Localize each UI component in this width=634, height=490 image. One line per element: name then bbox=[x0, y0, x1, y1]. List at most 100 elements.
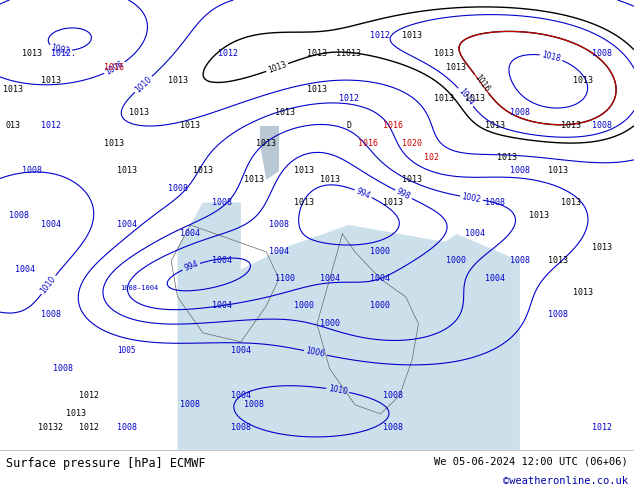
Text: 1008: 1008 bbox=[22, 167, 42, 175]
Text: 1013: 1013 bbox=[592, 243, 612, 252]
Text: 1008: 1008 bbox=[548, 310, 568, 319]
Text: 1013: 1013 bbox=[307, 85, 327, 95]
Text: 1013: 1013 bbox=[41, 76, 61, 85]
Text: 1012: 1012 bbox=[79, 423, 99, 432]
Text: 1008: 1008 bbox=[180, 400, 200, 409]
Text: 1008: 1008 bbox=[167, 184, 188, 194]
Text: 1008: 1008 bbox=[41, 310, 61, 319]
Text: 1013: 1013 bbox=[434, 95, 454, 103]
Text: 1000: 1000 bbox=[370, 247, 391, 256]
Text: 1013: 1013 bbox=[560, 122, 581, 130]
Text: Surface pressure [hPa] ECMWF: Surface pressure [hPa] ECMWF bbox=[6, 457, 206, 470]
Text: 1013: 1013 bbox=[573, 76, 593, 85]
Text: 1000: 1000 bbox=[294, 301, 314, 310]
Text: 1004: 1004 bbox=[269, 247, 289, 256]
Text: 1012: 1012 bbox=[370, 31, 391, 41]
Text: We 05-06-2024 12:00 UTC (06+06): We 05-06-2024 12:00 UTC (06+06) bbox=[434, 456, 628, 466]
Text: 1013: 1013 bbox=[129, 108, 150, 117]
Text: 1013: 1013 bbox=[484, 122, 505, 130]
Text: 1013: 1013 bbox=[402, 175, 422, 184]
Text: 1016: 1016 bbox=[383, 122, 403, 130]
Text: 1010: 1010 bbox=[327, 384, 348, 396]
Text: 1013: 1013 bbox=[117, 167, 137, 175]
Text: 1013: 1013 bbox=[294, 198, 314, 207]
Text: ©weatheronline.co.uk: ©weatheronline.co.uk bbox=[503, 476, 628, 486]
Text: 1013: 1013 bbox=[402, 31, 422, 41]
Text: 1008: 1008 bbox=[510, 108, 530, 117]
Text: 1018: 1018 bbox=[541, 50, 562, 64]
Text: 1008: 1008 bbox=[243, 400, 264, 409]
Text: 1012: 1012 bbox=[218, 49, 238, 58]
Text: 1013: 1013 bbox=[307, 49, 327, 58]
Text: 1002: 1002 bbox=[462, 192, 482, 204]
Text: 994: 994 bbox=[183, 260, 200, 273]
Text: 1004: 1004 bbox=[212, 301, 232, 310]
Text: 1012: 1012 bbox=[339, 95, 359, 103]
Text: 11013: 11013 bbox=[336, 49, 361, 58]
Text: 1002: 1002 bbox=[50, 43, 71, 56]
Text: 1012: 1012 bbox=[79, 392, 99, 400]
Text: 1008: 1008 bbox=[592, 49, 612, 58]
Text: 1008: 1008 bbox=[510, 167, 530, 175]
Text: 1008: 1008 bbox=[9, 211, 29, 220]
Polygon shape bbox=[393, 234, 520, 450]
Text: 1020: 1020 bbox=[402, 140, 422, 148]
Text: 1005: 1005 bbox=[117, 346, 136, 355]
Text: 1004: 1004 bbox=[41, 220, 61, 229]
Text: 1016: 1016 bbox=[358, 140, 378, 148]
Text: 1013: 1013 bbox=[548, 256, 568, 266]
Text: 1008: 1008 bbox=[383, 423, 403, 432]
Text: 1008: 1008 bbox=[117, 423, 137, 432]
Text: 1013: 1013 bbox=[446, 63, 467, 72]
Text: 1013: 1013 bbox=[560, 198, 581, 207]
Text: 1013: 1013 bbox=[383, 198, 403, 207]
Text: 1013: 1013 bbox=[434, 49, 454, 58]
Text: 1016: 1016 bbox=[104, 63, 124, 72]
Text: 1013: 1013 bbox=[180, 122, 200, 130]
Text: 1013: 1013 bbox=[548, 167, 568, 175]
Text: 1013: 1013 bbox=[66, 409, 86, 418]
Text: 1012: 1012 bbox=[41, 122, 61, 130]
Text: 1006: 1006 bbox=[305, 346, 326, 359]
Text: 1004: 1004 bbox=[484, 274, 505, 283]
Text: 1008: 1008 bbox=[383, 392, 403, 400]
Text: 1000: 1000 bbox=[320, 319, 340, 328]
Polygon shape bbox=[178, 202, 241, 315]
Text: 1004: 1004 bbox=[370, 274, 391, 283]
Text: 1004: 1004 bbox=[15, 266, 36, 274]
Text: 10132: 10132 bbox=[38, 423, 63, 432]
Text: 1004: 1004 bbox=[231, 346, 251, 355]
Text: D: D bbox=[346, 122, 351, 130]
Text: 1008: 1008 bbox=[484, 198, 505, 207]
Polygon shape bbox=[178, 225, 476, 450]
Text: 1004: 1004 bbox=[465, 229, 486, 239]
Text: 1013: 1013 bbox=[193, 167, 213, 175]
Text: 1013: 1013 bbox=[22, 49, 42, 58]
Text: 1100: 1100 bbox=[275, 274, 295, 283]
Polygon shape bbox=[260, 126, 279, 180]
Text: 1010: 1010 bbox=[39, 274, 58, 295]
Text: 1013: 1013 bbox=[497, 153, 517, 162]
Text: 1013: 1013 bbox=[267, 60, 288, 75]
Text: 1013: 1013 bbox=[167, 76, 188, 85]
Text: 1013: 1013 bbox=[465, 95, 486, 103]
Text: 102: 102 bbox=[424, 153, 439, 162]
Text: 1013: 1013 bbox=[256, 140, 276, 148]
Text: 1010: 1010 bbox=[133, 74, 153, 94]
Text: 1013: 1013 bbox=[275, 108, 295, 117]
Text: 1008: 1008 bbox=[269, 220, 289, 229]
Text: 1016: 1016 bbox=[472, 73, 491, 94]
Text: 1013: 1013 bbox=[104, 140, 124, 148]
Text: 1013: 1013 bbox=[529, 211, 549, 220]
Text: 1008: 1008 bbox=[231, 423, 251, 432]
Text: 1014: 1014 bbox=[456, 87, 476, 107]
Text: 1013: 1013 bbox=[320, 175, 340, 184]
Text: 1013: 1013 bbox=[243, 175, 264, 184]
Text: 1012.: 1012. bbox=[51, 49, 76, 58]
Text: 1000: 1000 bbox=[370, 301, 391, 310]
Text: 1012: 1012 bbox=[592, 423, 612, 432]
Text: 1013: 1013 bbox=[294, 167, 314, 175]
Text: 1013: 1013 bbox=[3, 85, 23, 95]
Text: 1008: 1008 bbox=[510, 256, 530, 266]
Text: 1004: 1004 bbox=[180, 229, 200, 239]
